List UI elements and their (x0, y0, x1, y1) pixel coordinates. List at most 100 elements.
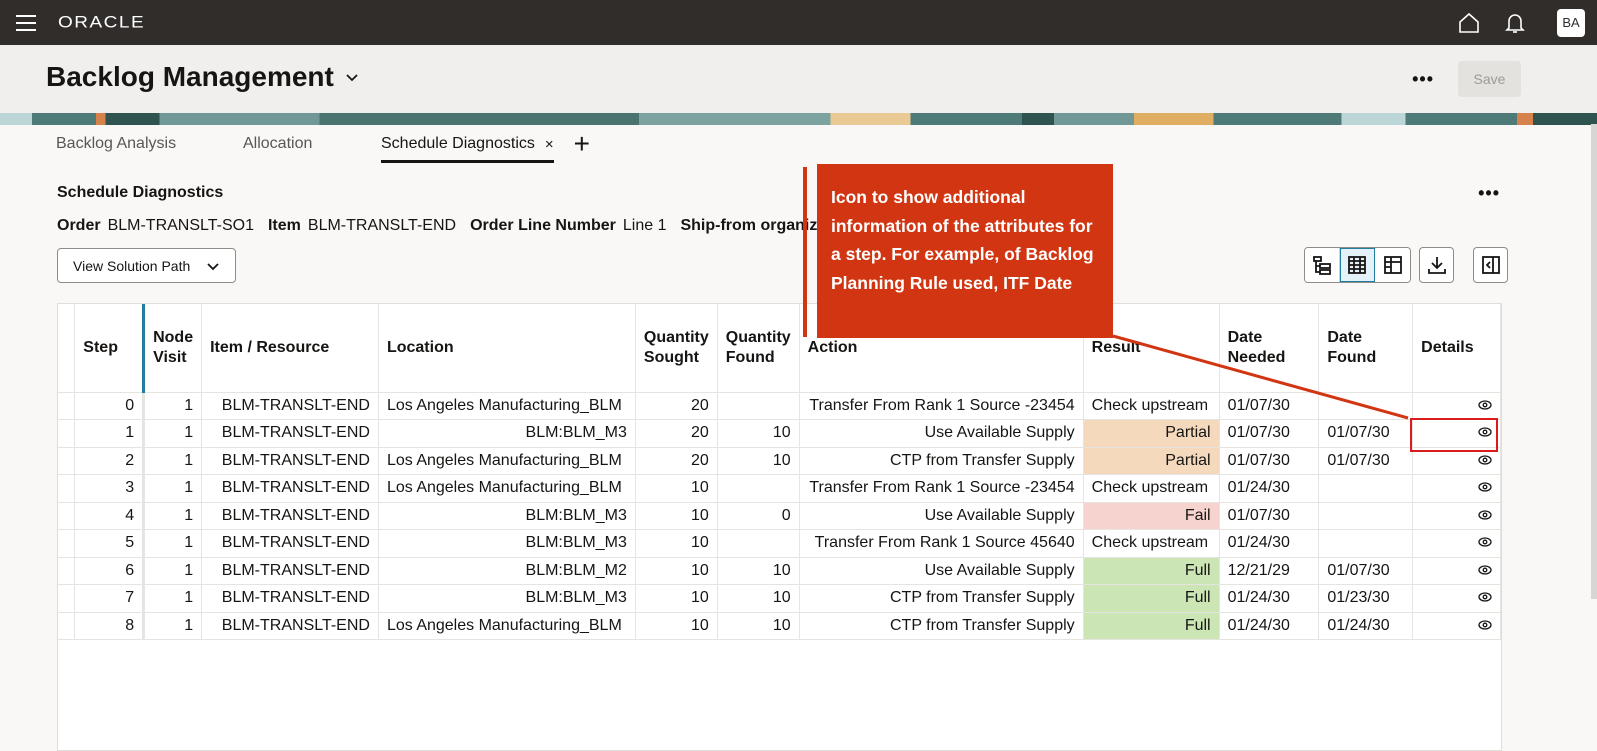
cell-item-resource: BLM-TRANSLT-END (201, 419, 379, 448)
table-row[interactable]: 3 1 BLM-TRANSLT-END Los Angeles Manufacturi… (58, 474, 1501, 503)
cell-location: BLM:BLM_M2 (378, 557, 636, 585)
cell-item-resource: BLM-TRANSLT-END (201, 474, 379, 503)
cell-action: Use Available Supply (799, 502, 1084, 530)
column-header-step[interactable]: Step (74, 304, 146, 393)
tab-allocation[interactable]: Allocation (243, 135, 313, 152)
cell-result: Check upstream (1083, 529, 1220, 558)
row-selector[interactable] (58, 557, 76, 585)
user-avatar[interactable]: BA (1557, 8, 1585, 37)
eye-icon[interactable] (1478, 479, 1492, 497)
row-selector[interactable] (58, 529, 76, 558)
column-header-location[interactable]: Location (378, 304, 636, 393)
cell-quantity-sought: 20 (635, 419, 718, 448)
chevron-down-icon (207, 262, 219, 270)
row-selector[interactable] (58, 392, 76, 420)
column-header-node-visit[interactable]: Node Visit (143, 304, 203, 393)
cell-quantity-found: 0 (717, 502, 800, 530)
cell-quantity-sought: 20 (635, 447, 718, 475)
menu-icon[interactable] (16, 14, 36, 31)
cell-action: Transfer From Rank 1 Source -23454 (799, 474, 1084, 503)
download-icon[interactable] (1419, 247, 1454, 283)
page-title[interactable]: Backlog Management (46, 61, 360, 93)
save-button[interactable]: Save (1458, 61, 1521, 97)
page-title-text: Backlog Management (46, 61, 334, 92)
cell-quantity-found (717, 474, 800, 503)
cell-date-needed: 12/21/29 (1219, 557, 1320, 585)
column-header-date-found[interactable]: Date Found (1318, 304, 1414, 393)
row-selector[interactable] (58, 419, 76, 448)
table-row[interactable]: 5 1 BLM-TRANSLT-END BLM:BLM_M3 10 Transfer Fr… (58, 529, 1501, 558)
cell-node-visit: 1 (143, 392, 203, 420)
home-icon[interactable] (1457, 11, 1481, 35)
cell-date-found (1318, 392, 1414, 420)
eye-icon[interactable] (1478, 452, 1492, 470)
eye-icon[interactable] (1478, 424, 1492, 442)
tab-backlog-analysis[interactable]: Backlog Analysis (56, 135, 177, 152)
cell-result: Full (1083, 557, 1220, 585)
cell-quantity-sought: 10 (635, 474, 718, 503)
eye-icon[interactable] (1478, 397, 1492, 415)
cell-item-resource: BLM-TRANSLT-END (201, 584, 379, 613)
cell-item-resource: BLM-TRANSLT-END (201, 392, 379, 420)
column-header-details[interactable]: Details (1412, 304, 1501, 393)
cell-step: 5 (74, 529, 146, 558)
cell-item-resource: BLM-TRANSLT-END (201, 502, 379, 530)
add-tab-button[interactable]: + (573, 128, 590, 159)
column-header-item-resource[interactable]: Item / Resource (201, 304, 379, 393)
table-row[interactable]: 4 1 BLM-TRANSLT-END BLM:BLM_M3 10 0 Use Availa… (58, 502, 1501, 530)
cell-details (1412, 474, 1501, 503)
table-row[interactable]: 1 1 BLM-TRANSLT-END BLM:BLM_M3 20 10 Use Avail… (58, 419, 1501, 448)
row-selector[interactable] (58, 447, 76, 475)
view-solution-path-dropdown[interactable]: View Solution Path (57, 248, 236, 283)
page-scrollbar[interactable] (1591, 124, 1597, 599)
grid-view-icon[interactable] (1340, 248, 1375, 282)
close-tab-icon[interactable]: × (544, 135, 554, 153)
eye-icon[interactable] (1478, 589, 1492, 607)
eye-icon[interactable] (1478, 562, 1492, 580)
cell-quantity-sought: 10 (635, 502, 718, 530)
table-row[interactable]: 8 1 BLM-TRANSLT-END Los Angeles Manufacturi… (58, 612, 1501, 640)
cell-step: 6 (74, 557, 146, 585)
cell-result: Fail (1083, 502, 1220, 530)
more-actions-button[interactable]: ••• (1412, 69, 1434, 89)
table-row[interactable]: 2 1 BLM-TRANSLT-END Los Angeles Manufacturi… (58, 447, 1501, 475)
table-row[interactable]: 6 1 BLM-TRANSLT-END BLM:BLM_M2 10 10 Use Avail… (58, 557, 1501, 585)
cell-result: Check upstream (1083, 392, 1220, 420)
cell-quantity-found (717, 529, 800, 558)
column-header-quantity-found[interactable]: Quantity Found (717, 304, 800, 393)
table-row[interactable]: 7 1 BLM-TRANSLT-END BLM:BLM_M3 10 10 CTP from … (58, 584, 1501, 613)
hierarchy-view-icon[interactable] (1305, 248, 1340, 282)
order-value: BLM-TRANSLT-SO1 (107, 217, 254, 234)
selector-column-header (58, 304, 76, 393)
page-header: Backlog Management ••• Save (0, 45, 1597, 113)
row-selector[interactable] (58, 612, 76, 640)
cell-node-visit: 1 (143, 447, 203, 475)
cell-step: 4 (74, 502, 146, 530)
column-header-quantity-sought[interactable]: Quantity Sought (635, 304, 718, 393)
cell-date-needed: 01/07/30 (1219, 419, 1320, 448)
panel-toggle-icon[interactable] (1473, 247, 1508, 283)
column-header-date-needed[interactable]: Date Needed (1219, 304, 1320, 393)
eye-icon[interactable] (1478, 507, 1492, 525)
table-row[interactable]: 0 1 BLM-TRANSLT-END Los Angeles Manufacturi… (58, 392, 1501, 420)
freeze-columns-icon[interactable] (1375, 248, 1410, 282)
cell-node-visit: 1 (143, 612, 203, 640)
cell-date-needed: 01/24/30 (1219, 612, 1320, 640)
cell-step: 8 (74, 612, 146, 640)
row-selector[interactable] (58, 502, 76, 530)
section-more-button[interactable]: ••• (1478, 183, 1500, 203)
oracle-logo: ORACLE (58, 13, 146, 31)
cell-step: 1 (74, 419, 146, 448)
cell-date-found: 01/07/30 (1318, 557, 1414, 585)
row-selector[interactable] (58, 474, 76, 503)
cell-location: BLM:BLM_M3 (378, 502, 636, 530)
row-selector[interactable] (58, 584, 76, 613)
tab-schedule-diagnostics[interactable]: Schedule Diagnostics × (381, 125, 554, 163)
bell-icon[interactable] (1503, 11, 1527, 35)
table-toolbar (1304, 247, 1508, 283)
cell-details (1412, 584, 1501, 613)
cell-quantity-sought: 10 (635, 557, 718, 585)
eye-icon[interactable] (1478, 617, 1492, 635)
cell-location: BLM:BLM_M3 (378, 529, 636, 558)
eye-icon[interactable] (1478, 534, 1492, 552)
